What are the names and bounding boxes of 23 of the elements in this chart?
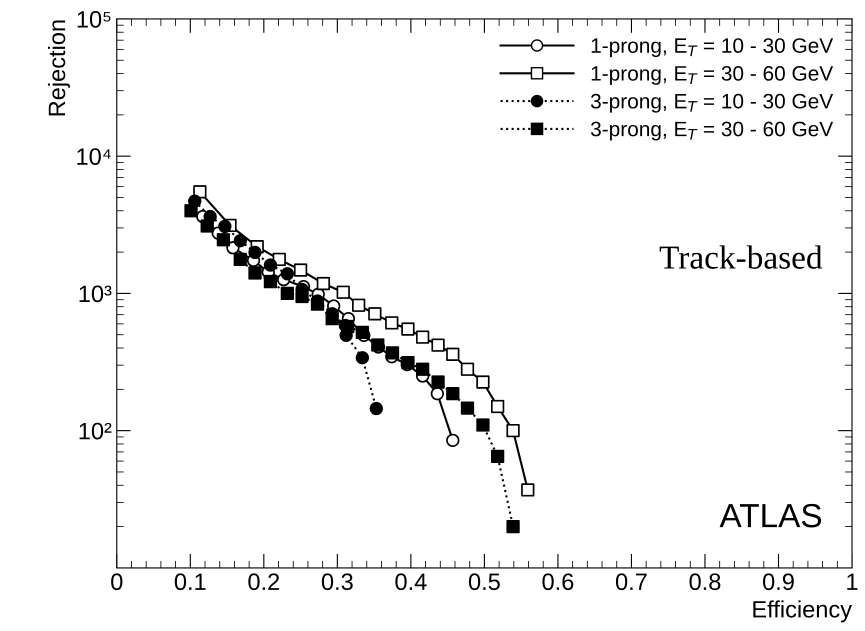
y-tick-label: 10⁵ xyxy=(78,11,110,28)
legend-label: 3-prong, E$_{T}$ = 30 - 60 GeV xyxy=(590,122,834,140)
y-tick-label: 10² xyxy=(80,422,112,440)
x-tick-label: 0.2 xyxy=(248,573,280,590)
x-axis-title: Efficiency xyxy=(753,600,852,622)
y-tick-label: 10³ xyxy=(80,285,112,302)
x-tick-label: 0.5 xyxy=(468,573,500,590)
x-tick-label: 0.9 xyxy=(763,573,794,590)
x-tick-label: 0.7 xyxy=(616,573,647,590)
x-tick-label: 1 xyxy=(847,574,858,590)
x-tick-label: 0.1 xyxy=(174,573,206,590)
x-tick-label: 0.4 xyxy=(395,573,427,590)
legend-label: 3-prong, E$_{T}$ = 10 - 30 GeV xyxy=(590,94,834,113)
y-axis-title: Rejection xyxy=(48,20,70,116)
x-tick-label: 0.8 xyxy=(689,573,720,590)
legend-label: 1-prong, E$_{T}$ = 10 - 30 GeV xyxy=(592,38,834,58)
annotation: Track-based xyxy=(660,245,822,269)
x-tick-label: 0.3 xyxy=(322,573,353,590)
x-tick-label: 0 xyxy=(111,573,122,590)
x-tick-label: 0.6 xyxy=(542,573,574,590)
legend-label: 1-prong, E$_{T}$ = 30 - 60 GeV xyxy=(592,66,834,85)
annotation: ATLAS xyxy=(720,504,822,528)
y-tick-label: 10⁴ xyxy=(77,148,111,165)
